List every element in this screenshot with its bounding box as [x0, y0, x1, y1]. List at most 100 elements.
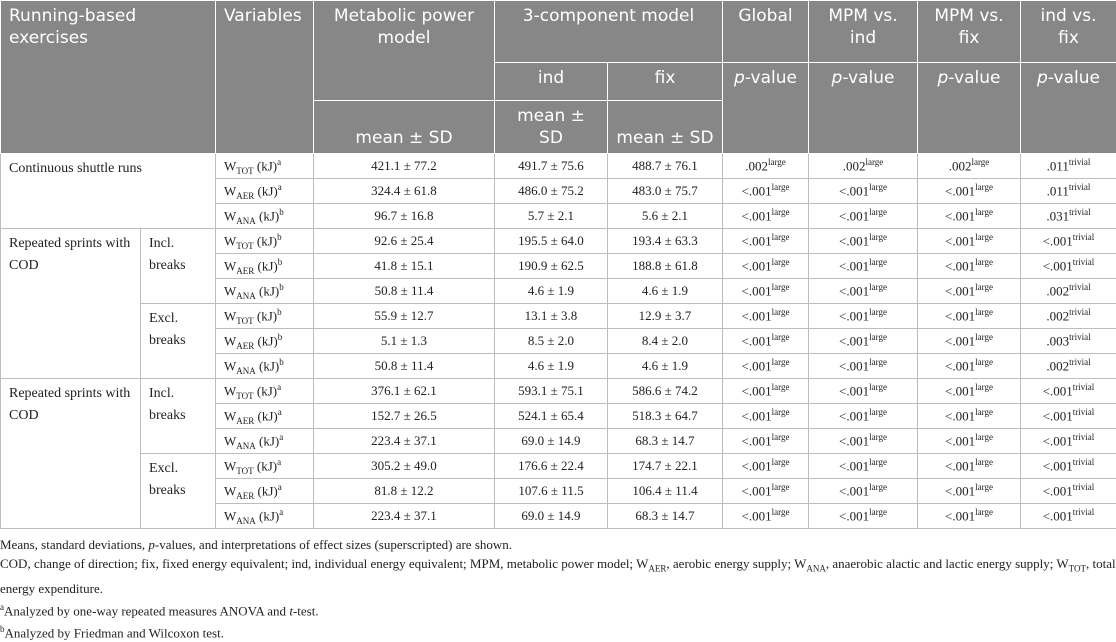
- effect-size: large: [865, 157, 883, 167]
- p-value: .002: [1046, 359, 1069, 374]
- variable-cell: WANA (kJ)b: [216, 279, 314, 304]
- p-value-cell: <.001large: [918, 229, 1021, 254]
- variable-unit: (kJ): [257, 308, 277, 323]
- p-value: <.001: [945, 409, 975, 424]
- footnote-text: COD, change of direction; fix, fixed ene…: [0, 556, 648, 571]
- p-value: <.001: [1043, 234, 1073, 249]
- subgroup-cell: Excl. breaks: [141, 304, 216, 379]
- effect-size: large: [975, 232, 993, 242]
- p-value-cell: <.001large: [918, 354, 1021, 379]
- p-value: <.001: [839, 434, 869, 449]
- p-value-cell: <.001large: [809, 504, 918, 529]
- p-value-cell: <.001large: [809, 254, 918, 279]
- p-value: <.001: [945, 359, 975, 374]
- variable-symbol: W: [224, 508, 236, 523]
- value-cell: 5.1 ± 1.3: [314, 329, 495, 354]
- effect-size: large: [869, 382, 887, 392]
- p-value-cell: <.001large: [723, 379, 809, 404]
- value-cell: 518.3 ± 64.7: [608, 404, 723, 429]
- value-cell: 8.5 ± 2.0: [495, 329, 608, 354]
- value-cell: 488.7 ± 76.1: [608, 154, 723, 179]
- p-value: <.001: [839, 384, 869, 399]
- p-value: <.001: [839, 484, 869, 499]
- variable-note: b: [278, 332, 283, 342]
- p-value-cell: <.001large: [809, 379, 918, 404]
- effect-size: large: [869, 257, 887, 267]
- value-cell: 4.6 ± 1.9: [608, 279, 723, 304]
- value-cell: 421.1 ± 77.2: [314, 154, 495, 179]
- variable-symbol: W: [224, 458, 236, 473]
- effect-size: trivial: [1069, 207, 1091, 217]
- variable-cell: WTOT (kJ)a: [216, 154, 314, 179]
- value-cell: 223.4 ± 37.1: [314, 504, 495, 529]
- p-value-cell: <.001large: [809, 279, 918, 304]
- p-value-cell: <.001large: [723, 504, 809, 529]
- variable-symbol: W: [224, 483, 236, 498]
- page: {"header": {"exercise": "Running-based e…: [0, 0, 1116, 618]
- p-value: <.001: [945, 209, 975, 224]
- value-cell: 50.8 ± 11.4: [314, 354, 495, 379]
- p-value: <.001: [839, 259, 869, 274]
- results-table: Running-based exercises Variables Metabo…: [0, 0, 1116, 529]
- value-cell: 593.1 ± 75.1: [495, 379, 608, 404]
- effect-size: large: [975, 307, 993, 317]
- effect-size: large: [772, 182, 790, 192]
- p-value: <.001: [839, 309, 869, 324]
- p-value: <.001: [1043, 434, 1073, 449]
- variable-unit: (kJ): [259, 508, 279, 523]
- p-value-cell: <.001large: [809, 179, 918, 204]
- footnote-text: Analyzed by Friedman and Wilcoxon test.: [5, 625, 224, 640]
- value-cell: 92.6 ± 25.4: [314, 229, 495, 254]
- p-value: .011: [1047, 159, 1069, 174]
- p-value: <.001: [945, 334, 975, 349]
- variable-unit: (kJ): [258, 333, 278, 348]
- p-value-cell: <.001trivial: [1021, 479, 1116, 504]
- footnote-text: , anaerobic alactic and lactic energy su…: [826, 556, 1069, 571]
- p-value: <.001: [839, 459, 869, 474]
- p-value: <.001: [742, 334, 772, 349]
- header-cell: MPM vs. fix: [918, 1, 1021, 63]
- variable-subscript: AER: [236, 340, 254, 350]
- p-value-cell: <.001large: [723, 179, 809, 204]
- p-value: <.001: [1043, 509, 1073, 524]
- p-value-cell: <.001large: [723, 454, 809, 479]
- p-value: <.001: [839, 284, 869, 299]
- effect-size: large: [772, 257, 790, 267]
- p-value: <.001: [945, 184, 975, 199]
- p-value: <.001: [742, 184, 772, 199]
- value-cell: 50.8 ± 11.4: [314, 279, 495, 304]
- p-value-cell: <.001large: [918, 254, 1021, 279]
- effect-size: large: [975, 182, 993, 192]
- p-value-cell: <.001large: [723, 429, 809, 454]
- effect-size: trivial: [1073, 507, 1095, 517]
- value-cell: 107.6 ± 11.5: [495, 479, 608, 504]
- value-cell: 190.9 ± 62.5: [495, 254, 608, 279]
- header-cell: ind: [495, 63, 608, 101]
- variable-cell: WANA (kJ)a: [216, 504, 314, 529]
- effect-size: large: [772, 307, 790, 317]
- variable-symbol: W: [224, 233, 236, 248]
- p-value-cell: <.001large: [723, 279, 809, 304]
- p-value: <.001: [945, 484, 975, 499]
- variable-subscript: ANA: [236, 515, 256, 525]
- header-text: -value: [1048, 68, 1100, 88]
- subgroup-cell: Excl. breaks: [141, 454, 216, 529]
- variable-unit: (kJ): [257, 158, 277, 173]
- variable-cell: WTOT (kJ)b: [216, 304, 314, 329]
- value-cell: 174.7 ± 22.1: [608, 454, 723, 479]
- variable-symbol: W: [224, 158, 236, 173]
- variable-note: b: [277, 307, 282, 317]
- p-value-cell: .002trivial: [1021, 354, 1116, 379]
- value-cell: 188.8 ± 61.8: [608, 254, 723, 279]
- p-value-cell: <.001large: [809, 204, 918, 229]
- p-value: .011: [1047, 184, 1069, 199]
- variable-symbol: W: [224, 183, 236, 198]
- variable-unit: (kJ): [258, 258, 278, 273]
- p-value-cell: <.001trivial: [1021, 504, 1116, 529]
- p-value-cell: .002large: [809, 154, 918, 179]
- value-cell: 5.6 ± 2.1: [608, 204, 723, 229]
- p-value: <.001: [945, 284, 975, 299]
- p-value: <.001: [742, 309, 772, 324]
